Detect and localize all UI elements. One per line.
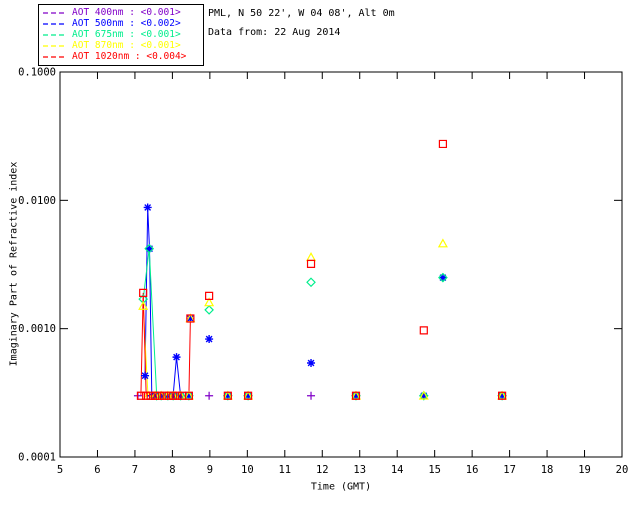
dashed-line-icon [43,55,67,58]
legend-label: AOT 500nm : <0.002> [72,18,181,29]
x-tick-label: 9 [207,464,213,476]
asterisk-marker [145,244,154,253]
data-date-text: Data from: 22 Aug 2014 [208,27,341,38]
asterisk-marker [351,391,360,400]
legend-label: AOT 1020nm : <0.004> [72,51,187,62]
asterisk-marker [184,391,193,400]
square-marker [351,391,361,400]
x-tick-label: 14 [391,464,404,476]
legend-row-1: AOT 500nm : <0.002> [42,18,200,29]
asterisk-marker [143,203,152,212]
x-tick-label: 11 [278,464,291,476]
asterisk-marker [205,335,214,344]
legend-label: AOT 675nm : <0.001> [72,29,181,40]
square-marker [498,391,507,400]
site-location-text: PML, N 50 22', W 04 08', Alt 0m [208,8,395,19]
asterisk-marker [419,391,428,400]
asterisk-marker [438,273,447,282]
x-tick-label: 17 [503,464,516,476]
square-marker [306,259,316,268]
asterisk-marker [151,391,160,400]
triangle-marker [204,297,215,307]
triangle-marker [306,252,317,262]
square-marker [243,391,253,400]
plus-marker [205,391,214,400]
legend-row-4: AOT 1020nm : <0.004> [42,51,200,62]
square-marker [186,314,195,323]
x-tick-label: 18 [541,464,554,476]
series-line-aot-1020nm [140,292,191,397]
square-marker [139,288,148,297]
legend-row-2: AOT 675nm : <0.001> [42,29,200,40]
legend-row-3: AOT 870nm : <0.001> [42,40,200,51]
series-line-aot-870nm [142,306,189,397]
square-marker [184,391,193,400]
x-tick-label: 19 [578,464,591,476]
triangle-marker [437,238,448,248]
x-tick-label: 12 [316,464,329,476]
legend-row-0: AOT 400nm : <0.001> [42,7,200,18]
diamond-marker [204,305,214,315]
legend-label: AOT 870nm : <0.001> [72,40,181,51]
x-tick-label: 13 [353,464,366,476]
asterisk-marker [223,391,232,400]
asterisk-marker [307,359,316,368]
dashed-line-icon [43,33,67,36]
x-tick-label: 16 [466,464,479,476]
x-tick-label: 10 [241,464,254,476]
diamond-marker [418,390,429,401]
triangle-marker [418,390,429,400]
legend-label: AOT 400nm : <0.001> [72,7,181,18]
y-axis-label: Imaginary Part of Refractive index [8,161,20,367]
x-tick-label: 6 [94,464,100,476]
dashed-line-icon [43,44,67,47]
plus-marker [307,391,316,400]
asterisk-marker [172,353,181,362]
asterisk-marker [244,391,253,400]
square-marker [223,391,232,400]
x-tick-label: 15 [428,464,441,476]
x-tick-label: 7 [132,464,138,476]
asterisk-marker [169,391,178,400]
x-tick-label: 20 [616,464,629,476]
legend-box: AOT 400nm : <0.001> AOT 500nm : <0.002> AO… [38,4,204,66]
square-marker [438,139,448,149]
diamond-marker [144,243,155,254]
x-tick-label: 8 [169,464,175,476]
square-marker [419,326,428,335]
asterisk-marker [141,371,150,380]
x-axis-label: Time (GMT) [310,481,372,493]
dashed-line-icon [43,22,67,25]
y-tick-label: 0.0010 [18,323,56,335]
series-line-aot-675nm [142,248,189,397]
y-tick-label: 0.1000 [18,67,56,79]
y-tick-label: 0.0100 [18,195,56,207]
square-marker [205,291,214,301]
y-tick-label: 0.0001 [18,452,56,464]
asterisk-marker [498,391,507,400]
x-tick-label: 5 [57,464,63,476]
dashed-line-icon [43,11,67,14]
diamond-marker [438,272,448,283]
plot-frame [59,71,623,458]
triangle-marker [138,300,149,310]
asterisk-marker [186,314,195,323]
diamond-marker [306,277,316,288]
